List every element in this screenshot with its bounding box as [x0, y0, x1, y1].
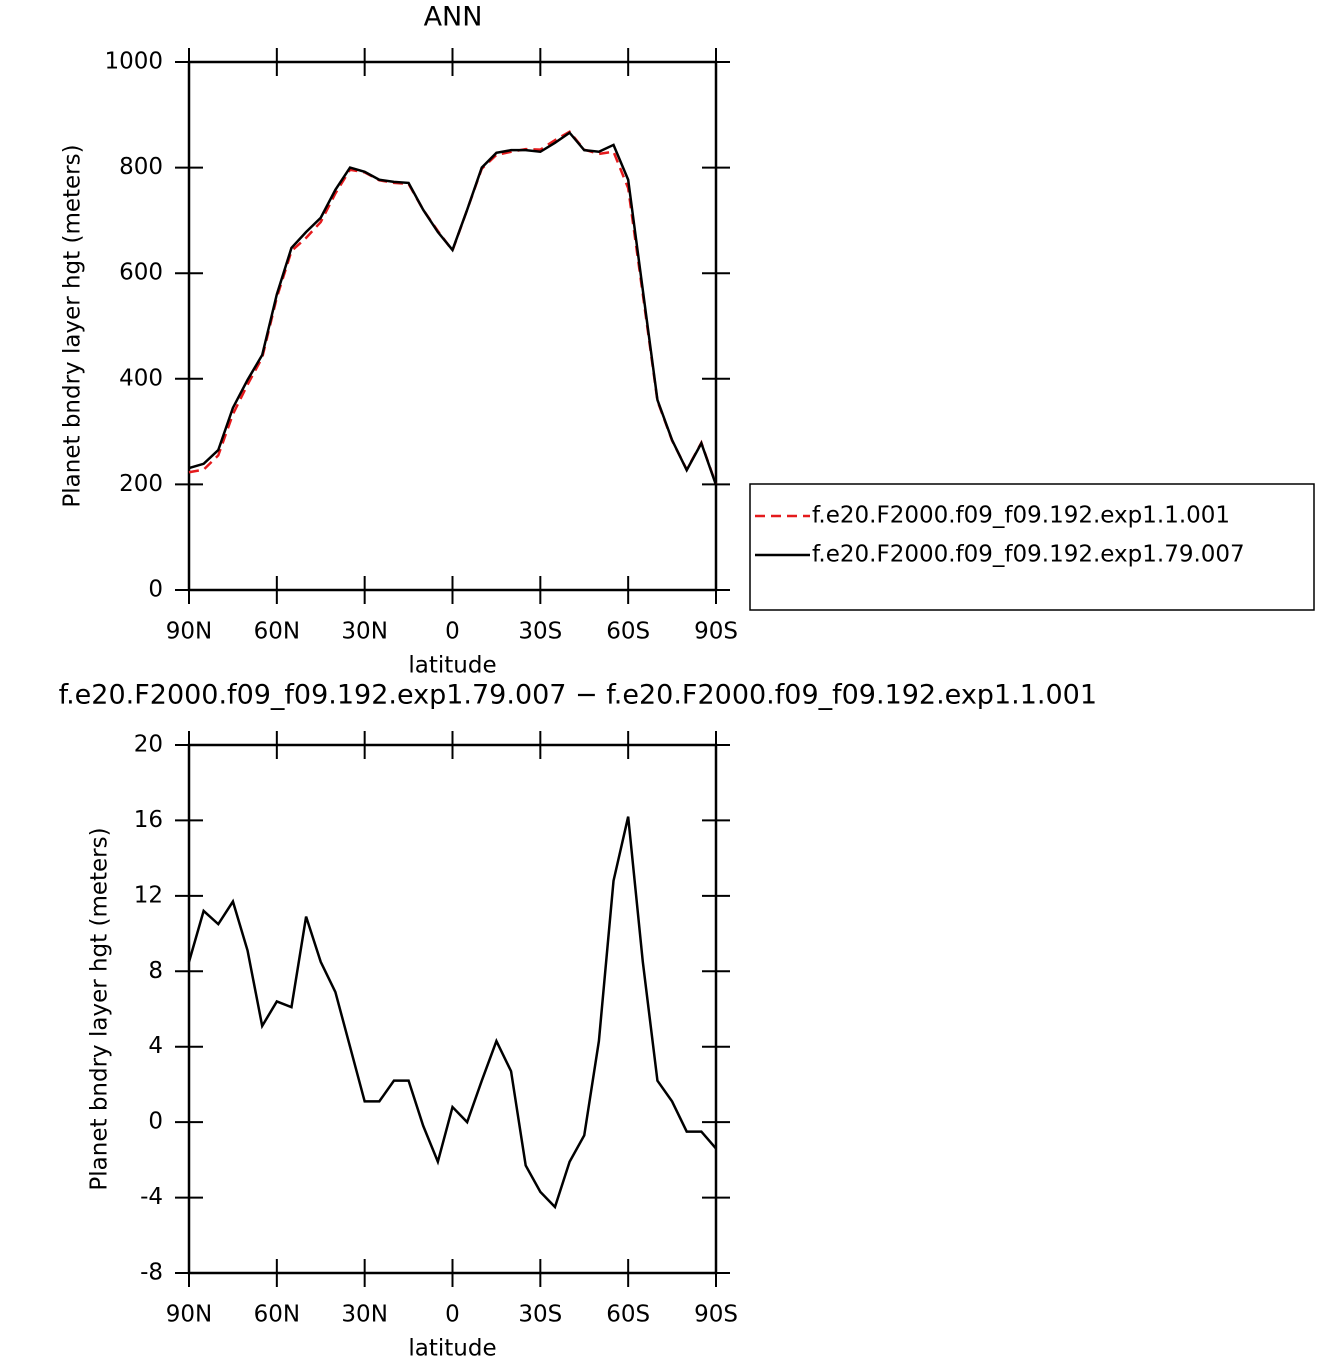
y-tick-label: 12	[134, 882, 163, 908]
x-tick-label: 30S	[518, 1302, 562, 1328]
y-tick-label: -8	[140, 1260, 163, 1286]
chart-title: ANN	[424, 2, 483, 33]
x-axis-label: latitude	[408, 653, 496, 679]
y-tick-label: 8	[148, 958, 163, 984]
y-tick-label: -4	[140, 1184, 163, 1210]
y-tick-label: 400	[119, 365, 163, 391]
y-tick-label: 1000	[104, 49, 163, 75]
x-tick-label: 90S	[694, 1302, 738, 1328]
x-tick-label: 90N	[166, 619, 212, 645]
x-tick-label: 60S	[606, 1302, 650, 1328]
data-line	[188, 131, 718, 486]
x-tick-label: 90N	[166, 1302, 212, 1328]
x-tick-label: 60S	[606, 619, 650, 645]
chart-title: f.e20.F2000.f09_f09.192.exp1.79.007 − f.…	[59, 680, 1097, 711]
y-tick-label: 0	[148, 577, 163, 603]
y-tick-label: 200	[119, 471, 163, 497]
legend-label: f.e20.F2000.f09_f09.192.exp1.79.007	[812, 542, 1245, 568]
x-tick-label: 0	[445, 619, 460, 645]
y-tick-label: 600	[119, 260, 163, 286]
x-tick-label: 30N	[341, 619, 387, 645]
data-line	[187, 816, 717, 1210]
y-tick-label: 800	[119, 154, 163, 180]
x-axis-label: latitude	[408, 1336, 496, 1362]
x-tick-label: 60N	[254, 1302, 300, 1328]
y-tick-label: 4	[148, 1033, 163, 1059]
x-tick-label: 30S	[518, 619, 562, 645]
plot-frame	[187, 60, 718, 592]
y-tick-label: 0	[148, 1109, 163, 1135]
x-tick-label: 90S	[694, 619, 738, 645]
y-tick-label: 16	[134, 807, 163, 833]
y-tick-label: 20	[134, 732, 163, 758]
x-tick-label: 60N	[254, 619, 300, 645]
data-line	[188, 130, 718, 485]
x-tick-label: 0	[445, 1302, 460, 1328]
legend-label: f.e20.F2000.f09_f09.192.exp1.1.001	[812, 503, 1230, 529]
y-axis-label: Planet bndry layer hgt (meters)	[60, 144, 86, 507]
x-tick-label: 30N	[341, 1302, 387, 1328]
plot-frame	[187, 743, 718, 1275]
y-axis-label: Planet bndry layer hgt (meters)	[87, 827, 113, 1190]
legend-box	[749, 483, 1315, 611]
